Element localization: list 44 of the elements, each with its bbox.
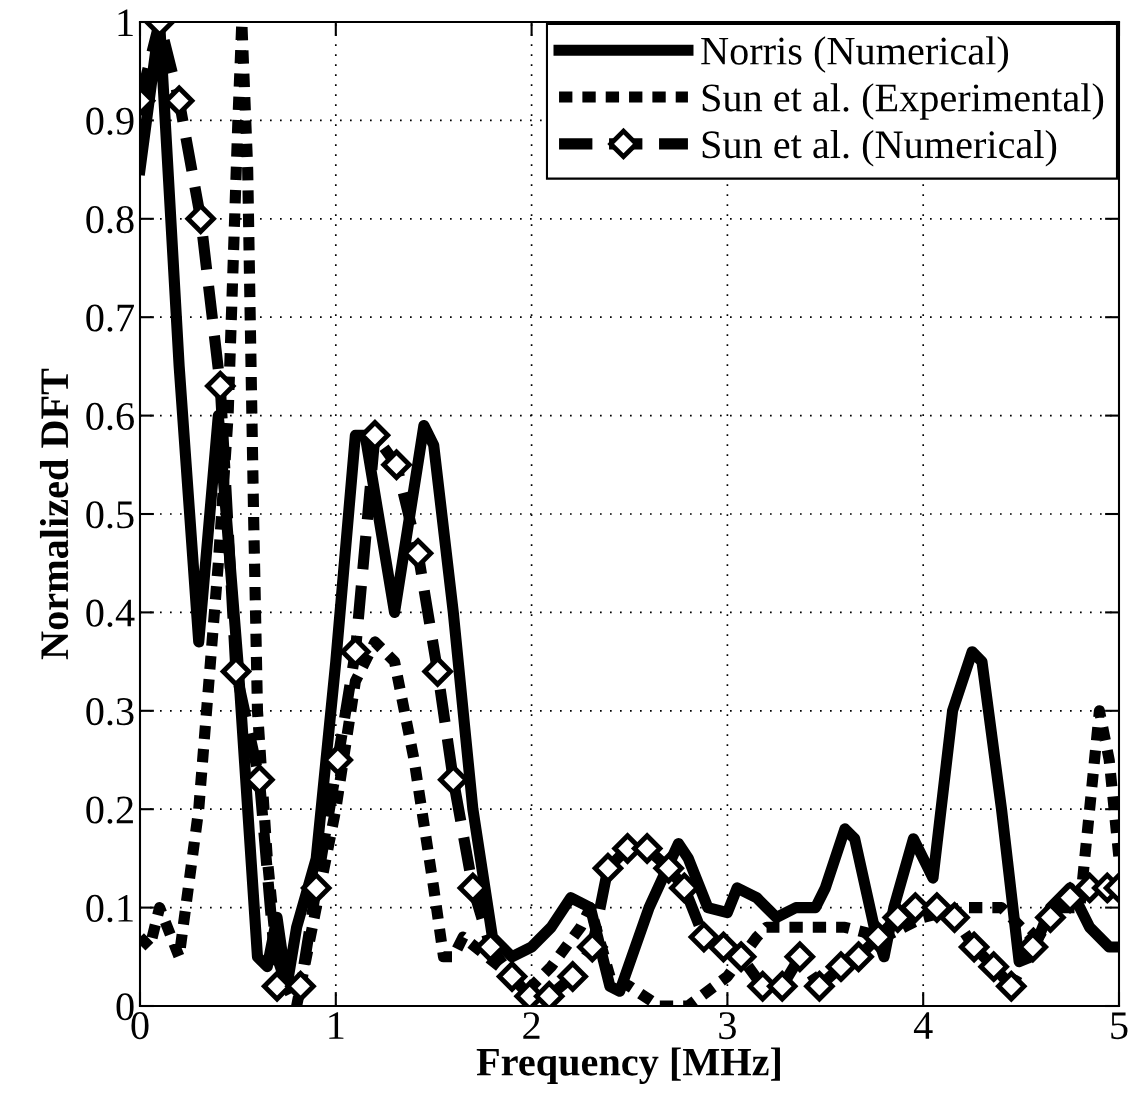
point [653,853,684,884]
point [784,941,816,972]
point [767,971,798,1002]
point [978,951,1009,982]
point [825,951,857,982]
point [843,941,874,972]
y-tick-label: 0.5 [86,501,134,529]
point [939,902,970,933]
legend-label: Sun et al. (Experimental) [702,83,1104,120]
y-tick-label: 0.4 [86,599,135,627]
x-tick-label: 5 [1111,1012,1128,1040]
y-tick-label: 1 [118,9,133,36]
y-tick-label: 0.6 [86,402,134,431]
point [557,961,588,992]
x-tick-label: 2 [523,1012,540,1039]
x-tick-label: 4 [913,1012,933,1039]
point [804,971,835,1002]
x-tick-label: 1 [329,1012,344,1039]
y-tick-label: 0.8 [86,205,134,234]
point [688,921,720,953]
y-tick-label: 0.9 [86,107,134,135]
y-tick-label: 0.1 [86,894,133,923]
point [708,931,739,963]
point [577,931,608,963]
legend-label: Norris (Numerical) [701,36,1009,73]
point [996,971,1027,1002]
y-tick-label: 0.2 [86,796,133,824]
point [958,931,990,963]
point [592,853,624,884]
y-axis-title: Normalized DFT [39,368,69,660]
y-tick-label: 0.3 [86,697,134,726]
point [285,971,316,1002]
point [301,872,332,904]
point [882,902,913,933]
point [422,656,453,687]
legend-label: Sun et al. (Numerical) [702,130,1057,167]
point [381,449,412,480]
y-tick-label: 0.7 [86,304,134,332]
point [725,941,757,972]
point [185,203,216,234]
point [496,961,528,992]
x-axis-title: Frequency [MHz] [476,1047,780,1085]
x-tick-label: 3 [719,1012,736,1040]
point [631,833,663,864]
